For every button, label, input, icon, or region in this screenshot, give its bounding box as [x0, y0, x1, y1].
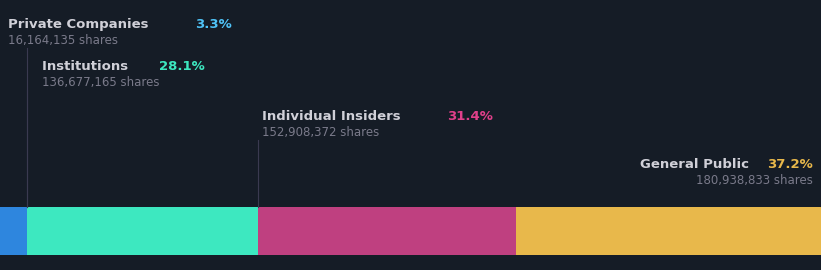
Text: 16,164,135 shares: 16,164,135 shares	[8, 34, 118, 47]
Text: Private Companies: Private Companies	[8, 18, 154, 31]
Text: Institutions: Institutions	[42, 60, 133, 73]
Bar	[258, 207, 516, 255]
Text: Individual Insiders: Individual Insiders	[262, 110, 406, 123]
Text: 3.3%: 3.3%	[195, 18, 232, 31]
Text: 136,677,165 shares: 136,677,165 shares	[42, 76, 159, 89]
Text: General Public: General Public	[640, 158, 754, 171]
Text: 37.2%: 37.2%	[768, 158, 813, 171]
Bar	[0, 207, 27, 255]
Text: 152,908,372 shares: 152,908,372 shares	[262, 126, 379, 139]
Bar	[516, 207, 821, 255]
Text: 180,938,833 shares: 180,938,833 shares	[696, 174, 813, 187]
Bar	[27, 207, 258, 255]
Text: 31.4%: 31.4%	[447, 110, 493, 123]
Text: 28.1%: 28.1%	[159, 60, 205, 73]
